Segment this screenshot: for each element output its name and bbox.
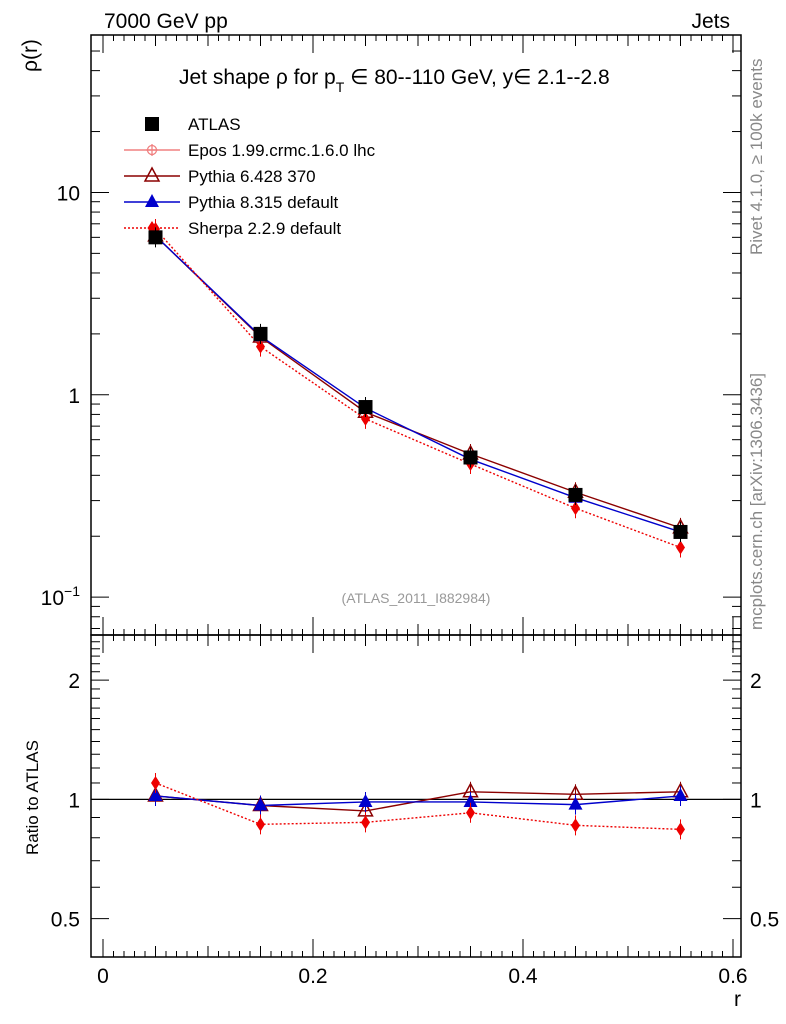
ratio-data-point (361, 815, 370, 830)
legend-marker (145, 194, 159, 207)
legend-entry: Pythia 8.315 default (124, 193, 339, 212)
main-data-point (361, 411, 370, 426)
ratio-data-point (151, 775, 160, 790)
ratio-y-tick-label-right: 1 (750, 789, 762, 812)
ratio-data-point (571, 818, 580, 833)
x-tick-label: 0 (97, 965, 109, 988)
y-tick-label-base: 1 (68, 385, 80, 408)
legend-marker (146, 144, 158, 156)
main-data-point (256, 339, 265, 354)
y-tick-label: 10 (57, 182, 80, 205)
y-tick-label-exponent: −1 (64, 583, 80, 599)
legend-label: Sherpa 2.2.9 default (188, 219, 341, 238)
x-tick-label: 0.2 (298, 965, 327, 988)
x-ticks: 0 0.2 0.4 0.6 (97, 35, 748, 988)
ratio-data-point (466, 805, 475, 820)
chart-title-suffix: ∈ 80--110 GeV, y∈ 2.1--2.8 (344, 66, 609, 89)
x-tick-label: 0.6 (718, 965, 747, 988)
legend-entry: Epos 1.99.crmc.1.6.0 lhc (124, 141, 376, 160)
mcplots-url-label: mcplots.cern.ch [arXiv:1306.3436] (747, 373, 766, 630)
y-tick-label-base: 10 (57, 182, 80, 205)
ratio-data-point (463, 793, 478, 807)
chart-title-subscript: T (336, 79, 345, 95)
main-data-point (463, 450, 478, 465)
legend-label: Epos 1.99.crmc.1.6.0 lhc (188, 141, 376, 160)
ratio-y-tick-label: 2 (68, 670, 80, 693)
ratio-data-point (148, 787, 163, 801)
ratio-data-point (568, 796, 583, 810)
legend: ATLAS Epos 1.99.crmc.1.6.0 lhc Pythia 6.42… (124, 115, 376, 238)
analysis-tag: (ATLAS_2011_I882984) (342, 590, 491, 606)
y-tick-label: 1 (68, 385, 80, 408)
ratio-panel-frame (90, 634, 742, 958)
chart-title-prefix: Jet shape ρ for p (179, 66, 336, 89)
legend-label: ATLAS (188, 115, 241, 134)
ratio-y-tick-label: 0.5 (51, 909, 80, 932)
main-data-point (253, 326, 268, 341)
main-data-point (358, 400, 373, 415)
ratio-series-line (155, 782, 681, 831)
main-data-point (673, 524, 688, 539)
legend-marker (143, 166, 161, 182)
ratio-data-point (253, 797, 268, 811)
ratio-y-axis-label: Ratio to ATLAS (23, 740, 42, 855)
chart-title: Jet shape ρ for pT ∈ 80--110 GeV, y∈ 2.1… (179, 66, 610, 95)
legend-label: Pythia 8.315 default (188, 193, 339, 212)
legend-entry: ATLAS (145, 115, 241, 134)
ratio-series (147, 772, 689, 840)
ratio-y-tick-label: 1 (68, 789, 80, 812)
main-series-line (155, 235, 681, 529)
ratio-data-point (358, 793, 373, 807)
main-series-line (155, 235, 681, 533)
y-axis-label: ρ(r) (19, 39, 42, 72)
legend-marker (145, 117, 159, 131)
ratio-data-point (673, 787, 688, 801)
ratio-data-point (676, 822, 685, 837)
main-data-point (568, 487, 583, 502)
legend-entry: Pythia 6.428 370 (124, 166, 316, 186)
y-tick-label: 10−1 (41, 583, 81, 610)
ratio-y-tick-label-right: 0.5 (750, 909, 779, 932)
y-tick-label-base: 10 (41, 587, 64, 610)
header-process-label: Jets (691, 10, 730, 33)
x-axis-label: r (734, 988, 741, 1011)
main-series (147, 218, 689, 558)
ratio-data-point (256, 817, 265, 832)
header-energy-label: 7000 GeV pp (104, 10, 228, 33)
legend-label: Pythia 6.428 370 (188, 167, 316, 186)
main-series-line (154, 228, 681, 549)
rivet-version-label: Rivet 4.1.0, ≥ 100k events (747, 59, 766, 255)
x-tick-label: 0.4 (508, 965, 538, 988)
ratio-y-tick-label-right: 2 (750, 670, 762, 693)
ratio-series-line (155, 795, 681, 807)
main-data-point (571, 501, 580, 516)
main-data-point (148, 230, 163, 245)
main-data-point (676, 540, 685, 555)
